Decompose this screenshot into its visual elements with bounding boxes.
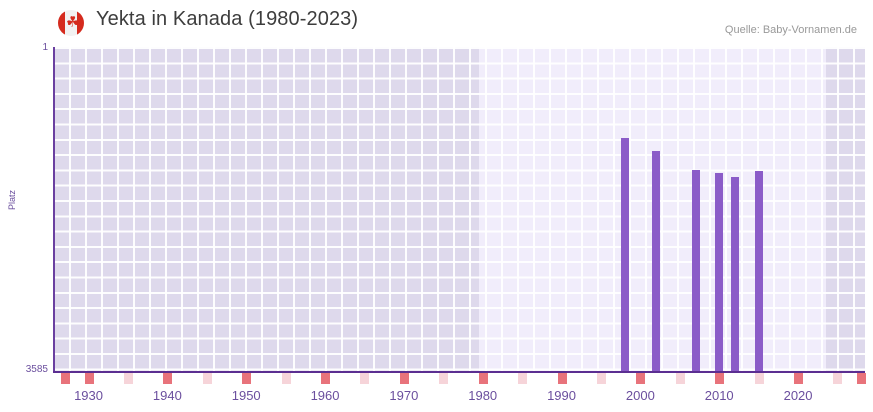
- x-axis-tick-1960: [321, 373, 331, 384]
- x-axis-tick-2015: [754, 373, 764, 384]
- bar-2010[interactable]: [715, 173, 724, 372]
- x-axis-tick-edge-2028: [857, 373, 867, 384]
- x-axis-tick-1935: [123, 373, 133, 384]
- x-axis-label-1970: 1970: [389, 388, 419, 403]
- plot-background-inactive-left: [53, 47, 479, 372]
- x-axis-tick-1955: [281, 373, 291, 384]
- x-axis-tick-1930: [84, 373, 94, 384]
- x-axis-label-2020: 2020: [783, 388, 813, 403]
- x-axis-label-1980: 1980: [468, 388, 498, 403]
- x-axis-label-1930: 1930: [74, 388, 103, 403]
- x-axis-tick-2010: [715, 373, 725, 384]
- x-axis-tick-1980: [478, 373, 488, 384]
- canada-flag-icon: ☘: [58, 10, 84, 36]
- x-axis-tick-1940: [163, 373, 173, 384]
- x-axis-tick-1965: [360, 373, 370, 384]
- chart-header: ☘ Yekta in Kanada (1980-2023) Quelle: Ba…: [0, 0, 873, 44]
- plot-background-inactive-right: [825, 47, 865, 372]
- bar-1998[interactable]: [620, 138, 629, 372]
- x-axis-tick-2005: [675, 373, 685, 384]
- x-axis-label-1950: 1950: [231, 388, 261, 403]
- x-axis-line: [53, 371, 865, 373]
- x-axis-tick-2000: [636, 373, 646, 384]
- x-axis-tick-1970: [399, 373, 409, 384]
- page-title: Yekta in Kanada (1980-2023): [96, 8, 359, 30]
- x-axis-tick-2020: [794, 373, 804, 384]
- x-axis-tick-1945: [202, 373, 212, 384]
- x-axis-label-2000: 2000: [625, 388, 655, 403]
- y-axis-line: [53, 47, 55, 373]
- flag-band-right: [77, 10, 84, 36]
- bar-2015[interactable]: [754, 171, 763, 372]
- y-axis-tick-top: 1: [42, 42, 48, 53]
- y-axis-tick-bottom: 3585: [25, 364, 48, 375]
- x-axis-tick-2025: [833, 373, 843, 384]
- bar-2007[interactable]: [691, 170, 700, 372]
- x-axis-tick-edge-1927: [60, 373, 70, 384]
- x-axis-tick-1990: [557, 373, 567, 384]
- x-axis-tick-1995: [596, 373, 606, 384]
- x-axis-tick-1975: [439, 373, 449, 384]
- x-axis-label-2010: 2010: [704, 388, 734, 403]
- x-axis-label-1960: 1960: [310, 388, 340, 403]
- y-axis-title: Platz: [7, 190, 17, 211]
- bar-2002[interactable]: [652, 151, 661, 372]
- x-axis-tick-1985: [518, 373, 528, 384]
- x-axis-tick-1950: [242, 373, 252, 384]
- chart-source-label: Quelle: Baby-Vornamen.de: [724, 24, 857, 36]
- x-axis-label-1990: 1990: [547, 388, 576, 403]
- plot-area: [53, 47, 865, 372]
- x-axis-label-1940: 1940: [152, 388, 182, 403]
- flag-band-left: [58, 10, 65, 36]
- bar-2012[interactable]: [730, 177, 739, 372]
- maple-leaf-icon: ☘: [66, 14, 80, 31]
